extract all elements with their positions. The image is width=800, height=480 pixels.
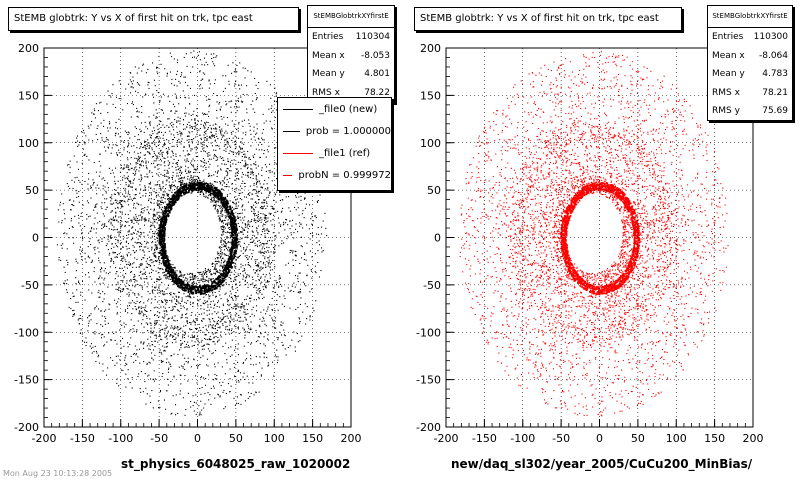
stats-row: Entries 110304 — [312, 32, 390, 42]
legend-line-icon — [283, 130, 300, 132]
legend-entry: probN = 0.999972 — [278, 164, 391, 186]
left-stats-name: StEMBGlobtrkXYfirstE — [308, 6, 394, 28]
axes: -200 -150 -100 -50 0 50 100 150 200 -200 -150 -100 -… — [416, 42, 763, 445]
stats-row: Mean y 4.783 — [712, 69, 788, 79]
right-plot-title: StEMB globtrk: Y vs X of first hit on tr… — [414, 7, 682, 31]
x-tick-label: 150 — [704, 432, 725, 445]
stats-row: RMS y 75.69 — [712, 106, 788, 116]
x-tick-label: 0 — [194, 432, 201, 445]
x-tick-label: -200 — [32, 432, 57, 445]
y-tick-label: 100 — [18, 137, 39, 150]
scatter-points — [56, 50, 328, 416]
legend-line-icon — [283, 174, 293, 176]
legend: _file0 (new) prob = 1.000000 _file1 (ref… — [277, 97, 392, 191]
x-tick-label: -50 — [552, 432, 570, 445]
y-tick-label: 200 — [420, 42, 441, 55]
left-x-axis-title: st_physics_6048025_raw_1020002 — [121, 457, 351, 471]
stats-row: RMS x 78.21 — [712, 87, 788, 98]
legend-line-icon — [283, 108, 313, 110]
y-tick-label: 150 — [420, 89, 441, 102]
y-tick-label: -150 — [416, 374, 441, 387]
y-tick-label: -200 — [14, 421, 39, 434]
stats-row: RMS x 78.22 — [312, 87, 390, 98]
x-tick-label: -100 — [108, 432, 133, 445]
right-stats-name: StEMBGlobtrkXYfirstE — [708, 6, 792, 28]
legend-entry: _file1 (ref) — [278, 142, 391, 164]
y-tick-label: 150 — [18, 89, 39, 102]
y-tick-label: 0 — [32, 232, 39, 245]
y-tick-label: -150 — [14, 374, 39, 387]
legend-entry: _file0 (new) — [278, 98, 391, 120]
x-tick-label: 0 — [596, 432, 603, 445]
stats-row: Mean y 4.801 — [312, 69, 390, 79]
inner-ring — [158, 181, 239, 295]
y-tick-label: 100 — [420, 137, 441, 150]
x-tick-label: 50 — [229, 432, 243, 445]
x-tick-label: 100 — [264, 432, 285, 445]
stats-row: Mean x -8.064 — [712, 50, 788, 61]
right-plot-title-text: StEMB globtrk: Y vs X of first hit on tr… — [420, 13, 659, 24]
scatter-point — [529, 178, 531, 180]
x-tick-label: 50 — [631, 432, 645, 445]
x-tick-label: -150 — [70, 432, 95, 445]
x-tick-label: -100 — [510, 432, 535, 445]
legend-entry: prob = 1.000000 — [278, 120, 391, 142]
x-tick-label: -150 — [472, 432, 497, 445]
y-tick-label: -50 — [21, 279, 39, 292]
y-tick-label: -100 — [14, 326, 39, 339]
left-plot-title-text: StEMB globtrk: Y vs X of first hit on tr… — [14, 13, 253, 24]
y-tick-label: -50 — [423, 279, 441, 292]
x-tick-label: -200 — [434, 432, 459, 445]
stats-row: Mean x -8.053 — [312, 50, 390, 61]
right-x-axis-title: new/daq_sl302/year_2005/CuCu200_MinBias/ — [451, 457, 753, 471]
y-tick-label: -100 — [416, 326, 441, 339]
inner-ring — [560, 181, 641, 296]
y-tick-label: 200 — [18, 42, 39, 55]
scatter-point — [126, 363, 128, 365]
x-tick-label: 200 — [341, 432, 362, 445]
stats-row: Entries 110300 — [712, 32, 788, 42]
left-stats-box: StEMBGlobtrkXYfirstE Entries 110304 Mean … — [307, 5, 395, 103]
y-tick-label: 50 — [25, 184, 39, 197]
left-plot-title: StEMB globtrk: Y vs X of first hit on tr… — [8, 7, 299, 31]
y-tick-label: 0 — [434, 232, 441, 245]
y-tick-label: 50 — [427, 184, 441, 197]
legend-line-icon — [283, 152, 313, 154]
x-tick-label: -50 — [150, 432, 168, 445]
footer-timestamp: Mon Aug 23 10:13:28 2005 — [3, 469, 113, 478]
y-tick-label: -200 — [416, 421, 441, 434]
axes: -200 -150 -100 -50 0 50 100 150 200 -200 -150 -100 -… — [14, 42, 361, 445]
x-tick-label: 200 — [743, 432, 764, 445]
x-tick-label: 100 — [666, 432, 687, 445]
plot-panel-2: -200 -150 -100 -50 0 50 100 150 200 -200 -150 -100 -… — [416, 42, 763, 445]
right-stats-box: StEMBGlobtrkXYfirstE Entries 110300 Mean … — [707, 5, 793, 121]
x-tick-label: 150 — [302, 432, 323, 445]
